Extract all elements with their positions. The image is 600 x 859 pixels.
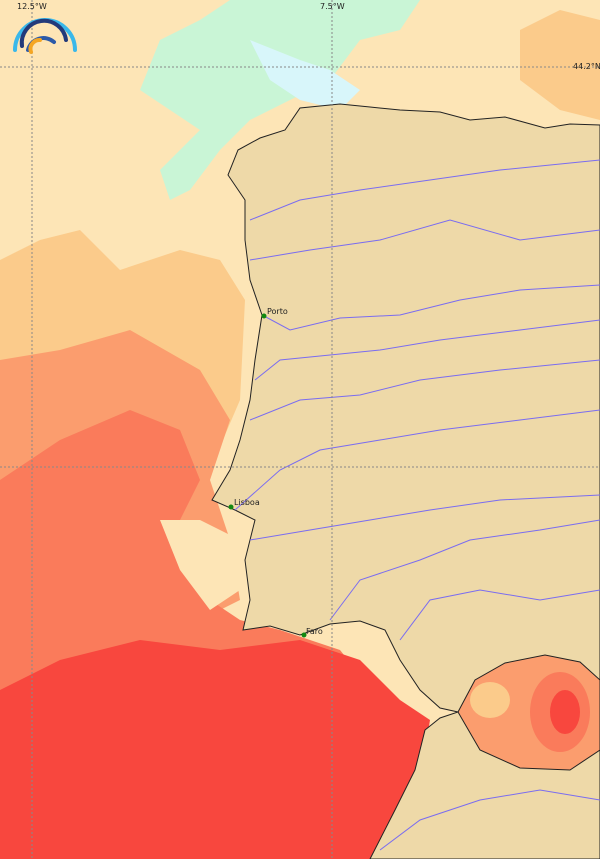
lon-label-east: 7.5°W (320, 2, 345, 11)
city-label-faro: Faro (306, 627, 323, 636)
lon-label-west: 12.5°W (17, 2, 47, 11)
lat-label: 44.2°N (573, 62, 600, 71)
city-markers (228, 313, 307, 638)
rainbow-logo-icon (13, 18, 77, 54)
lisboa-marker (228, 504, 234, 510)
city-label-porto: Porto (267, 307, 288, 316)
faro-marker (301, 632, 307, 638)
rivers (234, 159, 600, 851)
city-label-lisboa: Lisboa (234, 498, 260, 507)
porto-marker (261, 313, 267, 319)
